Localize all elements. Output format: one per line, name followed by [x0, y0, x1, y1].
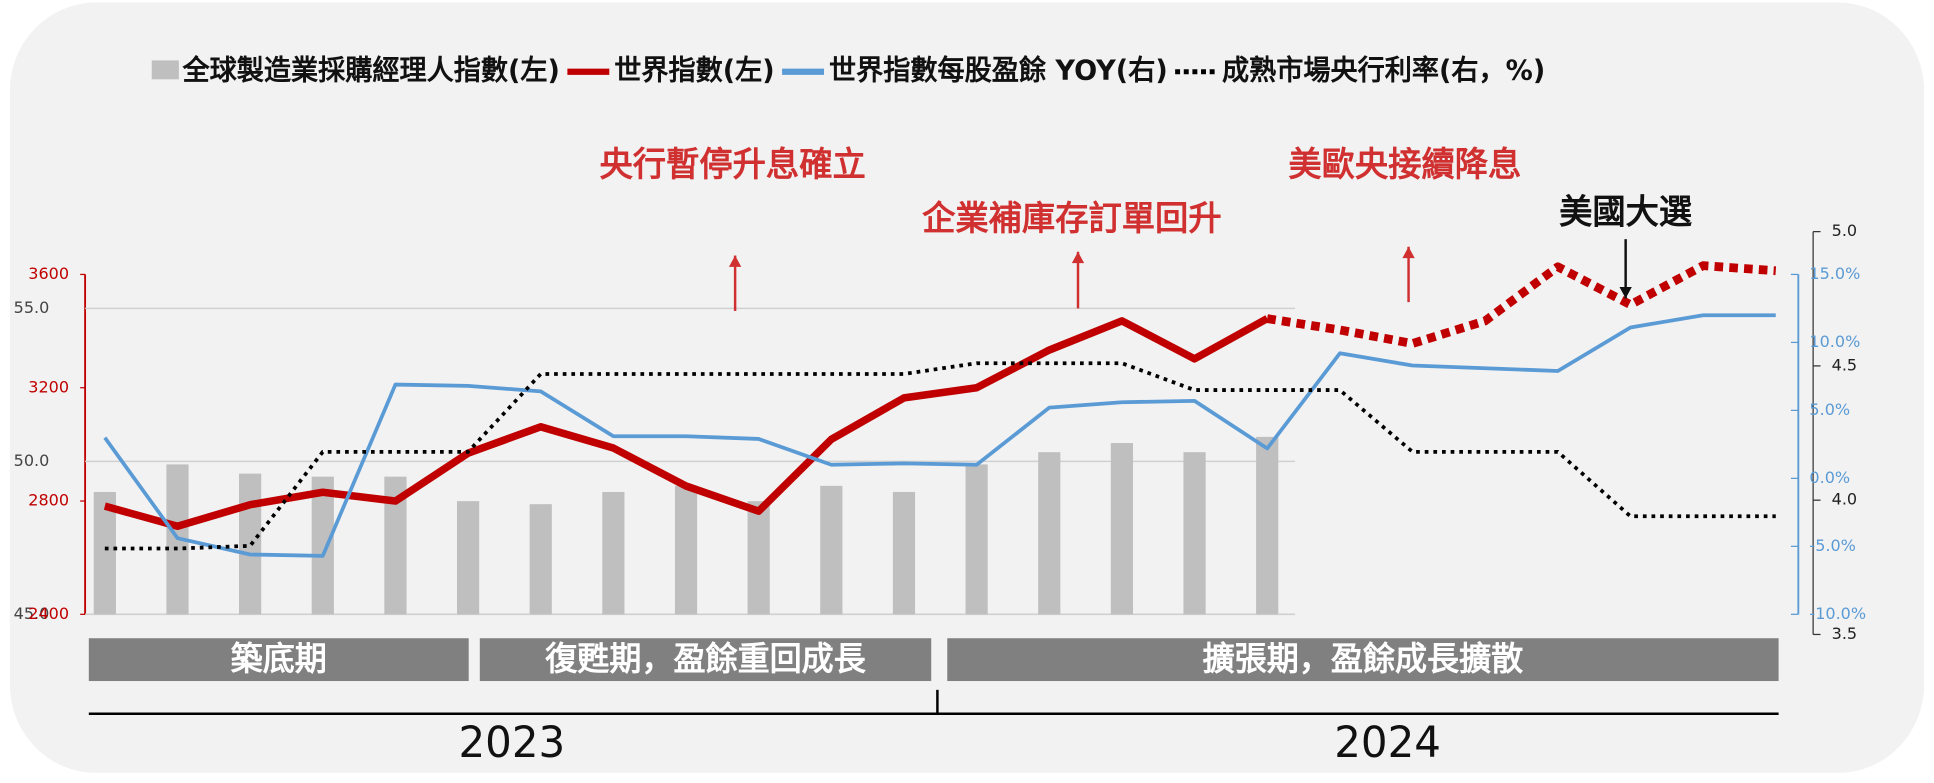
series-line: [1266, 261, 1777, 348]
bar: [384, 476, 407, 615]
annotation-arrowhead: [1619, 287, 1632, 299]
bar: [602, 491, 625, 615]
bar: [892, 491, 916, 615]
year-label: 2024: [1334, 717, 1441, 766]
phase-label: 擴張期，盈餘成長擴散: [1203, 640, 1524, 678]
y-tick-label: 3200: [28, 377, 69, 396]
bar: [965, 464, 988, 615]
phase-label: 復甦期，盈餘重回成長: [544, 640, 866, 678]
y4-tick-label: 4.5: [1832, 355, 1857, 374]
bar: [674, 485, 698, 615]
y-tick-label: 3600: [28, 264, 69, 283]
y2-tick-label: 10.0%: [1809, 332, 1860, 351]
annotation-arrowhead: [1071, 251, 1085, 264]
y4-tick-label: 5.0: [1832, 221, 1857, 240]
bar: [529, 504, 552, 615]
legend-label: 全球製造業採購經理人指數(左): [182, 54, 560, 86]
legend-swatch: [151, 60, 179, 80]
annotation: 央行暫停升息確立: [600, 144, 866, 183]
legend-label: 世界指數(左): [614, 55, 774, 86]
series-line: [103, 313, 1776, 558]
annotation: 美國大選: [1559, 192, 1692, 231]
phase-box: [88, 638, 469, 682]
bar: [311, 476, 334, 615]
annotation-arrowhead: [1402, 246, 1415, 259]
legend-label: 世界指數每股盈餘 YOY(右): [829, 54, 1168, 86]
bar: [456, 501, 480, 615]
bar: [93, 491, 116, 615]
annotation: 美歐央接續降息: [1288, 144, 1521, 183]
y-tick-label: 50.0: [14, 451, 50, 470]
y4-tick-label: 4.0: [1832, 490, 1857, 509]
series-line: [104, 361, 1776, 551]
bar: [1256, 436, 1279, 615]
annotation-arrowhead: [728, 255, 742, 267]
series-line: [103, 315, 1269, 531]
y-tick-label: 2800: [28, 490, 69, 509]
phase-label: 築底期: [231, 640, 327, 678]
y2-tick-label: 0.0%: [1809, 468, 1850, 487]
annotation: 企業補庫存訂單回升: [922, 199, 1222, 238]
phase-box: [479, 638, 932, 682]
bar: [820, 485, 843, 615]
bar: [747, 501, 770, 615]
bar: [1183, 452, 1206, 615]
bar: [1110, 443, 1134, 615]
y2-tick-label: 15.0%: [1809, 264, 1860, 283]
bar: [1038, 452, 1061, 615]
y2-tick-label: 5.0%: [1809, 400, 1850, 419]
y2-tick-label: -5.0%: [1809, 536, 1855, 555]
y4-tick-label: 3.5: [1832, 624, 1857, 643]
y-tick-label: 2400: [28, 604, 69, 623]
phase-box: [947, 638, 1779, 682]
y2-tick-label: -10.0%: [1809, 604, 1866, 623]
y-tick-label: 45.0: [14, 604, 50, 623]
year-label: 2023: [459, 717, 566, 766]
y-tick-label: 55.0: [14, 298, 50, 317]
legend-label: 成熟市場央行利率(右，%): [1222, 54, 1545, 86]
